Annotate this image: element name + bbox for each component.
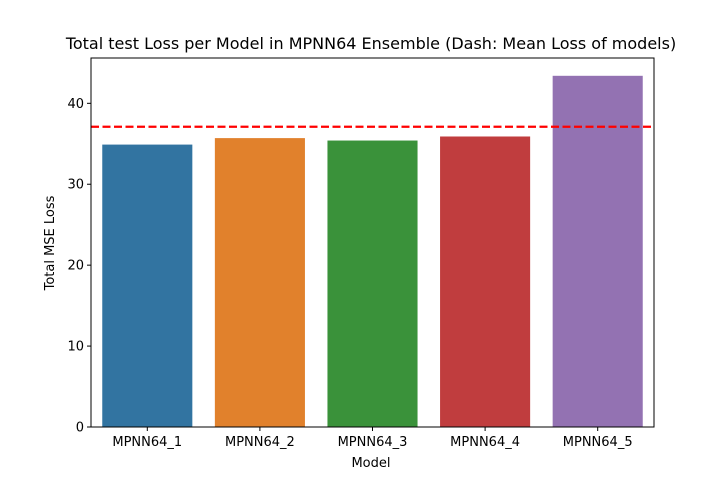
x-tick-label-2: MPNN64_2 (225, 435, 295, 450)
y-tick-label-2: 20 (67, 259, 84, 274)
chart-title: Total test Loss per Model in MPNN64 Ense… (65, 34, 676, 53)
bar-4 (440, 136, 531, 428)
x-tick-label-1: MPNN64_1 (112, 435, 182, 450)
x-tick-label-4: MPNN64_4 (450, 435, 520, 450)
bar-5 (552, 75, 643, 427)
bar-1 (102, 144, 193, 428)
bar-3 (327, 140, 418, 427)
x-axis-label: Model (351, 456, 390, 471)
x-tick-label-5: MPNN64_5 (563, 435, 633, 450)
x-tick-label-3: MPNN64_3 (338, 435, 408, 450)
y-axis-label: Total MSE Loss (43, 195, 58, 291)
y-tick-label-3: 30 (67, 178, 84, 193)
plot-area: 0 10 20 30 40 MPNN64_1 MPNN64_2 MPNN64_3 MPNN64_… (67, 57, 655, 450)
bar-2 (214, 138, 305, 427)
y-tick-label-0: 0 (76, 421, 84, 436)
y-tick-label-1: 10 (67, 340, 84, 355)
y-tick-label-4: 40 (67, 97, 84, 112)
